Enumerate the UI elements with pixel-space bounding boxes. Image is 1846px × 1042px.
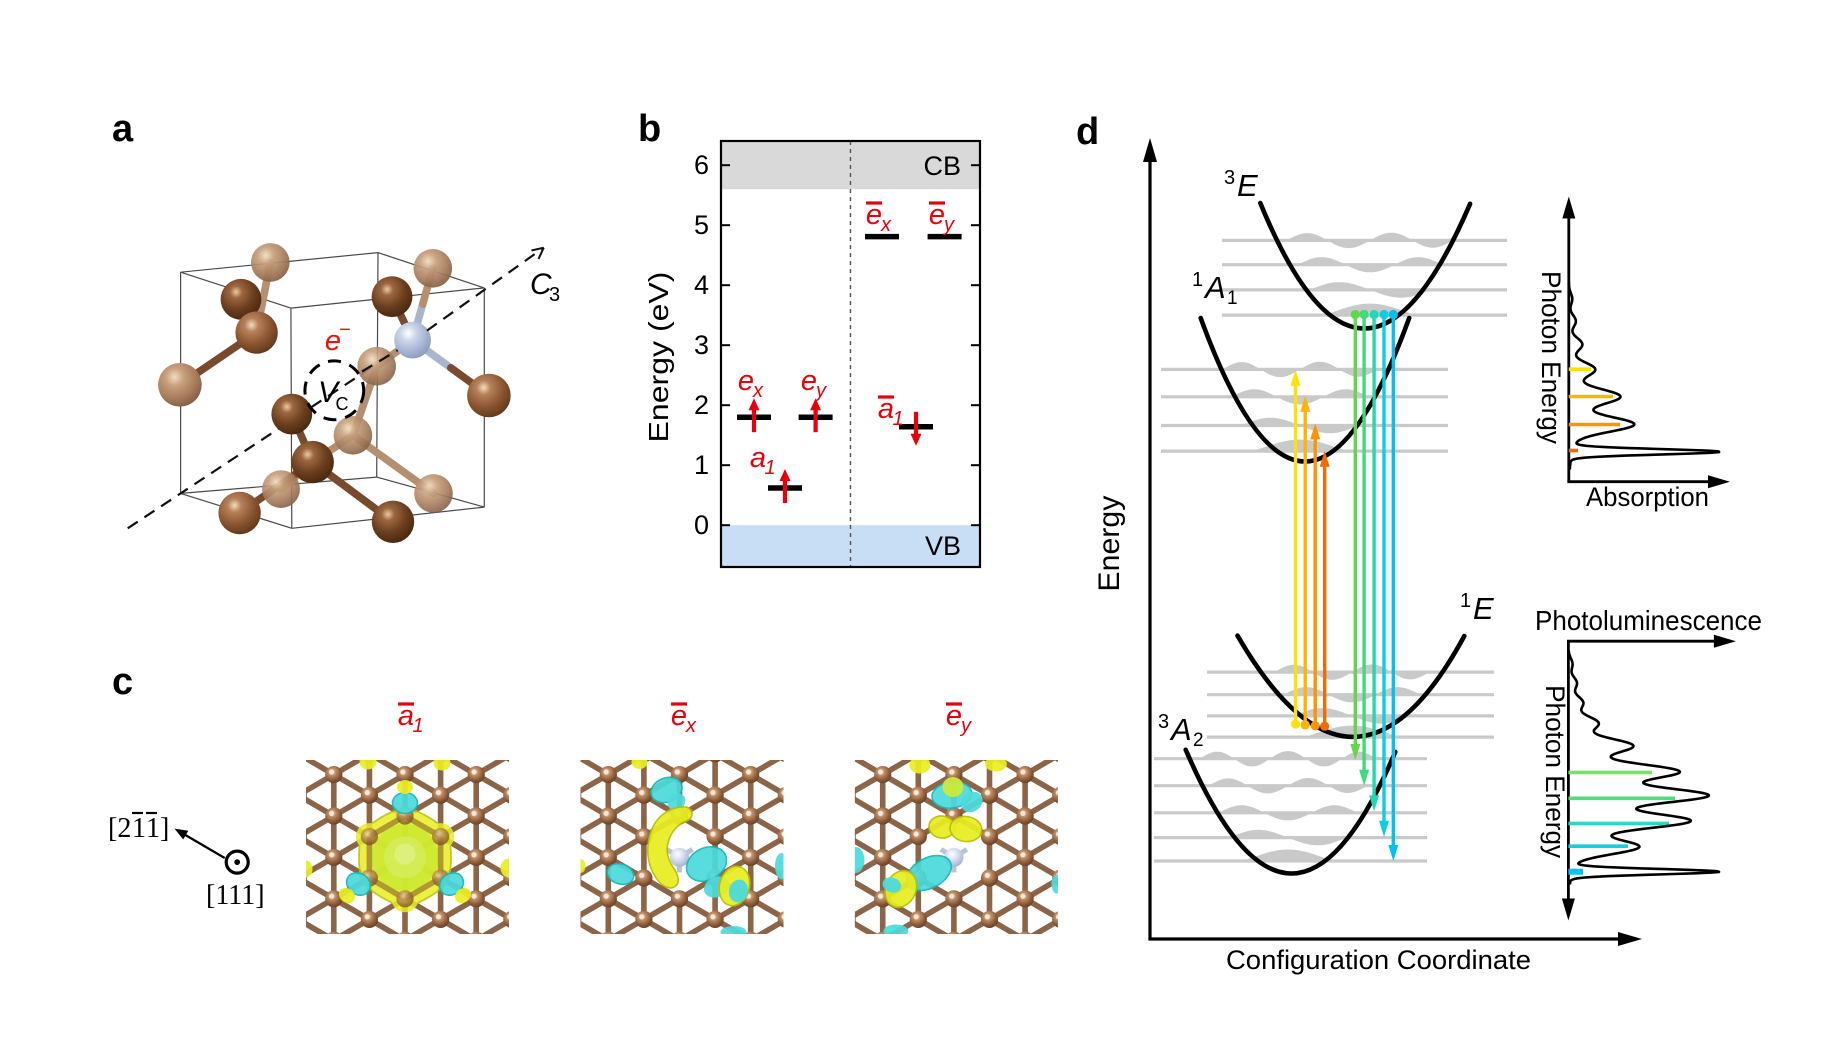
svg-text:Photon Energy: Photon Energy bbox=[1540, 685, 1570, 858]
svg-text:3: 3 bbox=[1224, 167, 1235, 189]
svg-text:e: e bbox=[866, 199, 882, 231]
svg-text:e: e bbox=[738, 365, 754, 397]
svg-text:b: b bbox=[638, 108, 661, 150]
svg-text:3: 3 bbox=[694, 330, 709, 360]
svg-text:y: y bbox=[814, 380, 827, 402]
svg-text:1: 1 bbox=[694, 450, 709, 480]
svg-text:1: 1 bbox=[146, 813, 160, 844]
svg-text:a: a bbox=[398, 700, 414, 732]
svg-text:1: 1 bbox=[1192, 269, 1203, 291]
svg-text:Configuration Coordinate: Configuration Coordinate bbox=[1226, 945, 1531, 975]
svg-text:1: 1 bbox=[412, 715, 423, 737]
svg-text:x: x bbox=[752, 380, 764, 402]
svg-text:c: c bbox=[112, 661, 133, 703]
svg-text:1: 1 bbox=[892, 408, 903, 430]
svg-text:2: 2 bbox=[694, 390, 709, 420]
svg-text:Energy: Energy bbox=[1093, 496, 1126, 592]
svg-text:e: e bbox=[801, 365, 817, 397]
svg-text:C: C bbox=[336, 394, 349, 414]
svg-text:E: E bbox=[1473, 591, 1494, 626]
svg-text:Photoluminescence: Photoluminescence bbox=[1535, 605, 1762, 636]
svg-text:3: 3 bbox=[1158, 711, 1169, 733]
svg-text:4: 4 bbox=[694, 270, 709, 300]
svg-text:5: 5 bbox=[694, 210, 709, 240]
svg-text:2: 2 bbox=[1193, 730, 1204, 751]
svg-text:E: E bbox=[1237, 168, 1258, 203]
svg-text:A: A bbox=[1203, 270, 1226, 305]
svg-text:e: e bbox=[671, 700, 687, 732]
svg-text:e: e bbox=[325, 325, 341, 357]
svg-text:V: V bbox=[318, 376, 341, 409]
svg-text:3: 3 bbox=[549, 284, 560, 306]
svg-text:y: y bbox=[959, 715, 972, 737]
svg-text:Photon Energy: Photon Energy bbox=[1536, 271, 1566, 444]
svg-text:[2: [2 bbox=[108, 813, 131, 844]
svg-text:e: e bbox=[946, 700, 962, 732]
svg-text:x: x bbox=[685, 715, 697, 737]
svg-text:a: a bbox=[112, 108, 134, 150]
svg-text:C: C bbox=[530, 268, 552, 301]
svg-text:y: y bbox=[942, 214, 955, 236]
svg-text:a: a bbox=[750, 442, 766, 474]
svg-text:Absorption: Absorption bbox=[1586, 482, 1709, 512]
svg-text:A: A bbox=[1169, 712, 1192, 747]
svg-text:1: 1 bbox=[132, 813, 146, 844]
svg-text:6: 6 bbox=[694, 150, 709, 180]
svg-text:a: a bbox=[878, 393, 894, 425]
svg-text:e: e bbox=[929, 199, 945, 231]
svg-text:1: 1 bbox=[1460, 590, 1471, 612]
svg-text:[111]: [111] bbox=[206, 880, 265, 911]
svg-text:0: 0 bbox=[694, 510, 709, 540]
svg-text:d: d bbox=[1076, 111, 1099, 153]
svg-text:1: 1 bbox=[764, 457, 775, 479]
svg-text:1: 1 bbox=[1227, 288, 1238, 309]
svg-text:−: − bbox=[339, 319, 351, 341]
svg-text:Energy (eV): Energy (eV) bbox=[643, 272, 674, 443]
svg-text:]: ] bbox=[160, 813, 169, 844]
svg-text:VB: VB bbox=[925, 531, 961, 561]
svg-text:CB: CB bbox=[923, 151, 961, 181]
svg-text:x: x bbox=[880, 214, 892, 236]
